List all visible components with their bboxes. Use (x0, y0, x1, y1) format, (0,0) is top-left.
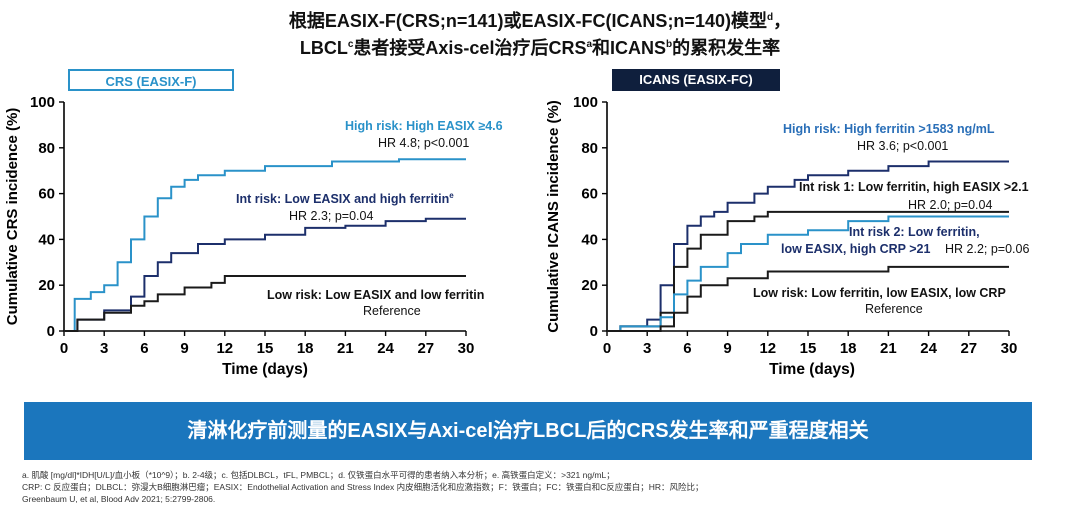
title-line-2: LBCLc患者接受Axis-cel治疗后CRSa和ICANSb的累积发生率 (299, 38, 781, 58)
footnote-line: a. 肌酸 [mg/dl]*IDH[U/L]/血小板（*10^9）；b. 2-4… (22, 470, 615, 480)
x-tick-label: 21 (880, 340, 897, 357)
annotation-6: Reference (363, 304, 421, 318)
x-tick-label: 21 (337, 340, 354, 357)
y-tick-label: 100 (573, 94, 598, 111)
x-tick-label: 0 (603, 340, 611, 357)
y-tick-label: 40 (38, 231, 55, 248)
x-tick-label: 6 (683, 340, 691, 357)
annotation-8: Low risk: Low ferritin, low EASIX, low C… (753, 286, 1006, 300)
y-tick-label: 60 (38, 186, 55, 203)
x-tick-label: 27 (960, 340, 977, 357)
annotation-4: HR 2.3; p=0.04 (289, 209, 373, 223)
y-tick-label: 40 (581, 231, 598, 248)
icans-panel-tag: ICANS (EASIX-FC) (612, 69, 780, 91)
title-line-1: 根据EASIX-F(CRS;n=141)或EASIX-FC(ICANS;n=14… (288, 11, 792, 31)
annotation-3: Int risk: Low EASIX and high ferritine (236, 191, 454, 206)
series-line-4 (607, 265, 1009, 332)
annotation-1: High risk: High EASIX ≥4.6 (345, 119, 503, 133)
x-tick-label: 15 (257, 340, 274, 357)
x-tick-label: 24 (377, 340, 394, 357)
y-tick-label: 0 (47, 323, 55, 340)
x-tick-label: 9 (723, 340, 731, 357)
x-tick-label: 12 (759, 340, 776, 357)
series-line-3 (607, 215, 1009, 332)
y-tick-label: 20 (38, 277, 55, 294)
y-axis-label: Cumulative CRS incidence (%) (4, 108, 21, 326)
annotation-1: High risk: High ferritin >1583 ng/mL (783, 122, 995, 136)
y-axis-label: Cumulative ICANS incidence (%) (545, 100, 562, 333)
icans-chart: 0 20 40 60 80 100 0 3 6 9 12 15 18 21 24 27 30 Time (days… (545, 94, 1029, 378)
x-tick-label: 0 (60, 340, 68, 357)
footnotes: a. 肌酸 [mg/dl]*IDH[U/L]/血小板（*10^9）；b. 2-4… (22, 469, 1062, 505)
y-tick-label: 80 (38, 140, 55, 157)
y-tick-label: 60 (581, 186, 598, 203)
x-tick-label: 3 (100, 340, 108, 357)
series-line-2 (64, 217, 466, 332)
annotation-2: HR 4.8; p<0.001 (378, 136, 469, 150)
x-tick-label: 9 (180, 340, 188, 357)
annotation-9: Reference (865, 302, 923, 316)
y-tick-label: 100 (30, 94, 55, 111)
footnote-line: CRP: C 反应蛋白；DLBCL：弥漫大B细胞淋巴瘤；EASIX：Endoth… (22, 482, 704, 492)
x-tick-label: 12 (216, 340, 233, 357)
y-tick-label: 20 (581, 277, 598, 294)
crs-panel-tag: CRS (EASIX-F) (68, 69, 234, 91)
annotation-4: HR 2.0; p=0.04 (908, 198, 992, 212)
y-tick-label: 0 (590, 323, 598, 340)
y-tick-label: 80 (581, 140, 598, 157)
x-tick-label: 24 (920, 340, 937, 357)
x-tick-label: 15 (800, 340, 817, 357)
annotation-5: Low risk: Low EASIX and low ferritin (267, 288, 484, 302)
annotation-7: HR 2.2; p=0.06 (945, 242, 1029, 256)
footnote-line: Greenbaum U, et al, Blood Adv 2021; 5:27… (22, 494, 216, 504)
annotation-5: Int risk 2: Low ferritin, (849, 225, 980, 239)
x-tick-label: 30 (458, 340, 475, 357)
series-line-1 (64, 158, 466, 332)
x-axis-label: Time (days) (222, 361, 308, 378)
series-line-3 (64, 275, 466, 332)
x-tick-label: 3 (643, 340, 651, 357)
slide-title: 根据EASIX-F(CRS;n=141)或EASIX-FC(ICANS;n=14… (0, 6, 1080, 60)
crs-chart: 0 20 40 60 80 100 0 3 6 9 12 15 18 21 24 27 30 Time (days… (4, 94, 503, 378)
x-tick-label: 6 (140, 340, 148, 357)
x-tick-label: 18 (297, 340, 314, 357)
x-tick-label: 30 (1001, 340, 1018, 357)
annotation-2: HR 3.6; p<0.001 (857, 139, 948, 153)
annotation-3: Int risk 1: Low ferritin, high EASIX >2.… (799, 180, 1029, 194)
x-tick-label: 27 (417, 340, 434, 357)
conclusion-banner: 清淋化疗前测量的EASIX与Axi-cel治疗LBCL后的CRS发生率和严重程度… (24, 402, 1032, 460)
x-tick-label: 18 (840, 340, 857, 357)
annotation-6: low EASIX, high CRP >21 (781, 242, 931, 256)
x-axis-label: Time (days) (769, 361, 855, 378)
